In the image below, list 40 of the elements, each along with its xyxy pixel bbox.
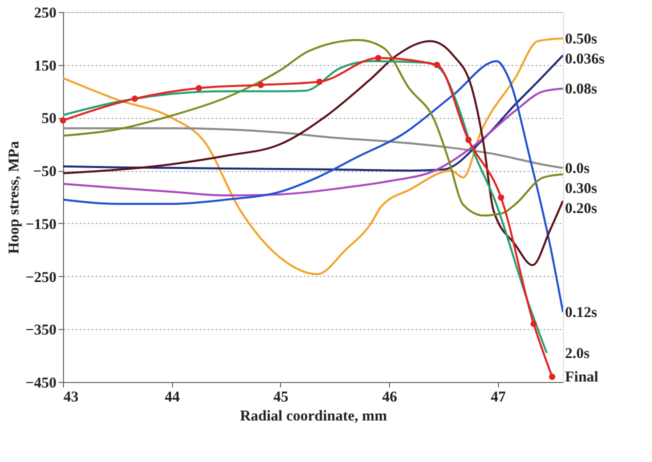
series-label: 0.036s xyxy=(565,51,605,68)
point xyxy=(258,82,264,88)
line-series xyxy=(63,127,563,169)
y-tick-label: −50 xyxy=(32,164,56,180)
line-series xyxy=(63,60,563,314)
series-label: 0.12s xyxy=(565,305,598,322)
y-tick-label: −350 xyxy=(25,322,56,339)
point xyxy=(316,78,323,85)
point xyxy=(434,62,440,68)
point xyxy=(196,84,202,92)
series-label: 0.20s xyxy=(565,200,598,217)
point xyxy=(498,194,504,201)
x-axis-title: Radial coordinate, mm xyxy=(240,408,388,424)
x-tick-label: 47 xyxy=(490,390,506,406)
x-tick-label: 45 xyxy=(273,390,288,406)
point xyxy=(548,374,556,380)
x-tick-label: 44 xyxy=(164,390,180,406)
point xyxy=(375,54,382,62)
point xyxy=(60,117,66,124)
x-tick-label: 46 xyxy=(382,390,398,406)
line-series xyxy=(63,88,563,196)
point xyxy=(465,136,472,144)
y-tick-label: 150 xyxy=(34,58,56,74)
y-tick-label: 250 xyxy=(34,6,56,22)
y-tick-label: 50 xyxy=(42,111,56,128)
y-tick-label: −450 xyxy=(25,376,56,392)
series-label: 0.0s xyxy=(565,160,590,177)
line-series xyxy=(63,54,563,172)
series-label: 0.50s xyxy=(565,31,598,48)
y-tick-label: −250 xyxy=(25,270,56,286)
point xyxy=(530,320,537,328)
series-label: 0.08s xyxy=(565,82,598,98)
series-label: 0.30s xyxy=(565,180,598,197)
x-tick-label: 43 xyxy=(64,390,78,406)
series-label: 2.0s xyxy=(565,346,590,362)
y-axis-title: Hoop stress, MPa xyxy=(6,140,22,254)
y-tick-label: −150 xyxy=(25,216,56,233)
series-label: Final xyxy=(565,370,598,386)
point xyxy=(132,96,138,102)
line-series xyxy=(63,39,563,216)
